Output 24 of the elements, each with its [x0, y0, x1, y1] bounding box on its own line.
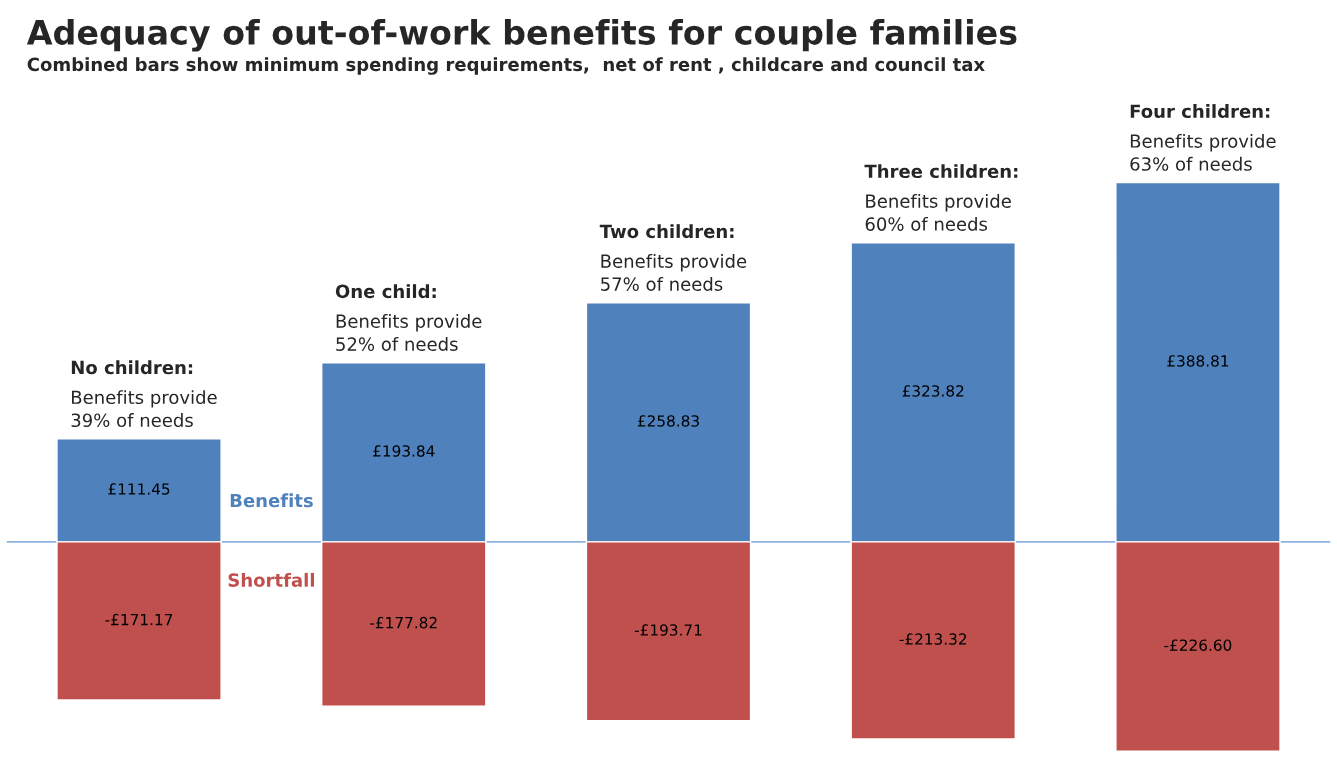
annotation: Benefits provide 57% of needs	[601, 253, 747, 291]
annotation: No children:	[71, 360, 193, 375]
data-label: £193.84	[373, 445, 435, 457]
data-label: -£177.82	[370, 616, 437, 629]
data-label: -£226.60	[1164, 639, 1232, 651]
data-label: -£193.71	[634, 624, 702, 636]
text: Three children:	[864, 164, 1018, 179]
data-label: -£171.17	[105, 613, 173, 626]
data-label: £258.83	[637, 415, 699, 427]
chart-subtitle: Combined bars show minimum spending requirements, net of rent , childcare and council tax	[27, 57, 985, 75]
annotation: One child:	[335, 284, 436, 299]
text: Four children:	[1130, 104, 1270, 119]
annotation: Benefits provide 60% of needs	[865, 193, 1011, 231]
text: Benefits provide 63% of needs	[1130, 133, 1276, 171]
data-label: £388.81	[1167, 355, 1229, 367]
annotation: Two children:	[599, 224, 734, 239]
chart-title: Adequacy of out-of-work benefits for couple families	[26, 19, 1017, 52]
series-label: Shortfall	[228, 572, 314, 587]
data-label: £323.82	[902, 385, 964, 397]
series-label: Benefits	[230, 493, 313, 508]
data-label: -£213.32	[899, 633, 967, 645]
annotation: Benefits provide 39% of needs	[71, 390, 217, 428]
annotation: Benefits provide 52% of needs	[336, 314, 482, 351]
data-label: £111.45	[108, 483, 170, 495]
